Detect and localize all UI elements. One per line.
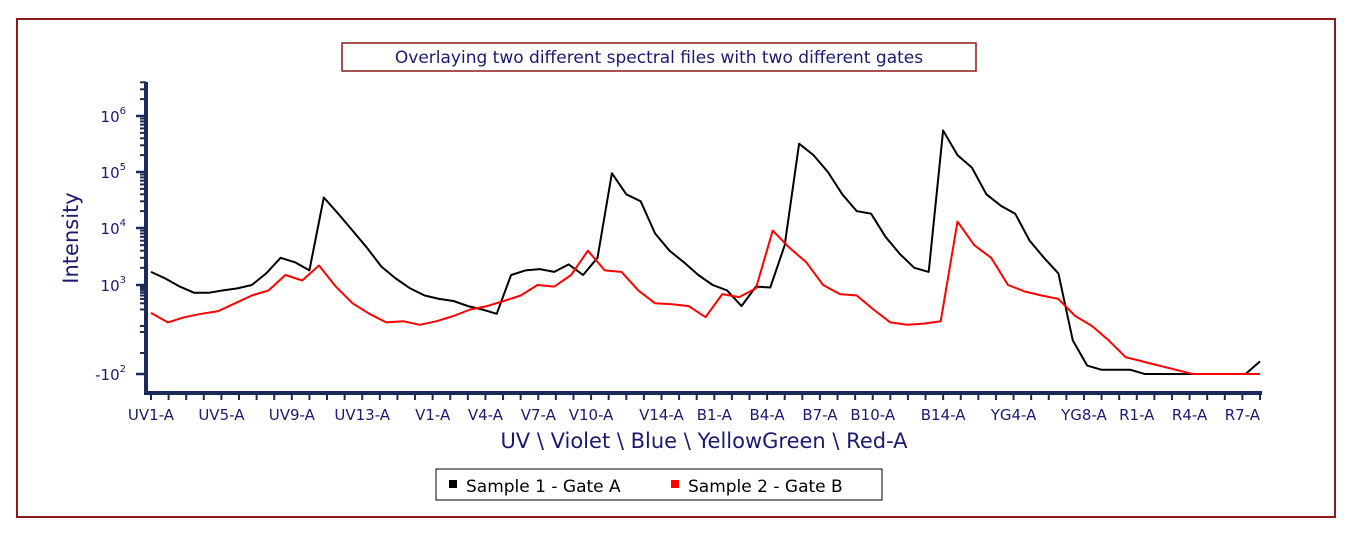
x-tick-label: V7-A xyxy=(521,406,557,424)
legend-label-1: Sample 1 - Gate A xyxy=(466,477,621,497)
x-tick-label: YG8-A xyxy=(1060,406,1107,424)
y-axis-title: Intensity xyxy=(59,192,83,283)
chart-svg: Overlaying two different spectral files … xyxy=(59,42,1262,501)
x-tick-label: R1-A xyxy=(1119,406,1155,424)
legend-swatch-1 xyxy=(449,480,457,488)
legend: Sample 1 - Gate A Sample 2 - Gate B xyxy=(435,468,883,501)
x-tick-label: R7-A xyxy=(1225,406,1261,424)
x-tick-label: UV5-A xyxy=(198,406,245,424)
x-tick-label: B1-A xyxy=(697,406,733,424)
x-tick-label: V1-A xyxy=(415,406,451,424)
y-tick-label: -102 xyxy=(95,364,126,384)
chart-frame: Overlaying two different spectral files … xyxy=(16,18,1336,518)
chart-title: Overlaying two different spectral files … xyxy=(395,48,923,68)
y-tick-label: 103 xyxy=(101,275,126,295)
legend-box xyxy=(435,468,883,501)
x-tick-label: YG4-A xyxy=(990,406,1037,424)
y-tick-label: 104 xyxy=(101,218,126,238)
y-major-ticks xyxy=(136,114,146,376)
y-tick-labels: -102 103 104 105 106 xyxy=(95,106,126,384)
x-tick-label: UV1-A xyxy=(128,406,175,424)
x-tick-label: V10-A xyxy=(569,406,614,424)
x-tick-label: V4-A xyxy=(468,406,504,424)
y-tick-label: 106 xyxy=(101,106,126,126)
y-minor-ticks xyxy=(140,81,146,354)
legend-swatch-2 xyxy=(671,480,679,488)
chart-title-box xyxy=(341,42,977,72)
x-ticks xyxy=(150,393,1261,400)
x-tick-label: B7-A xyxy=(802,406,838,424)
x-tick-label: R4-A xyxy=(1172,406,1208,424)
x-axis-title: UV \ Violet \ Blue \ YellowGreen \ Red-A xyxy=(500,429,908,453)
series-group xyxy=(150,129,1261,375)
x-tick-label: B14-A xyxy=(921,406,966,424)
x-tick-label: UV9-A xyxy=(269,406,316,424)
y-tick-label: 105 xyxy=(101,162,126,182)
series-line-2 xyxy=(150,220,1260,375)
x-tick-label: V14-A xyxy=(639,406,684,424)
x-tick-label: UV13-A xyxy=(334,406,390,424)
x-tick-label: B4-A xyxy=(750,406,786,424)
x-tick-labels: UV1-A UV5-A UV9-A UV13-A V1-A V4-A V7-A V10-A V1… xyxy=(128,406,1261,424)
series-line-1 xyxy=(150,129,1261,375)
x-tick-label: B10-A xyxy=(850,406,895,424)
legend-label-2: Sample 2 - Gate B xyxy=(688,477,843,497)
